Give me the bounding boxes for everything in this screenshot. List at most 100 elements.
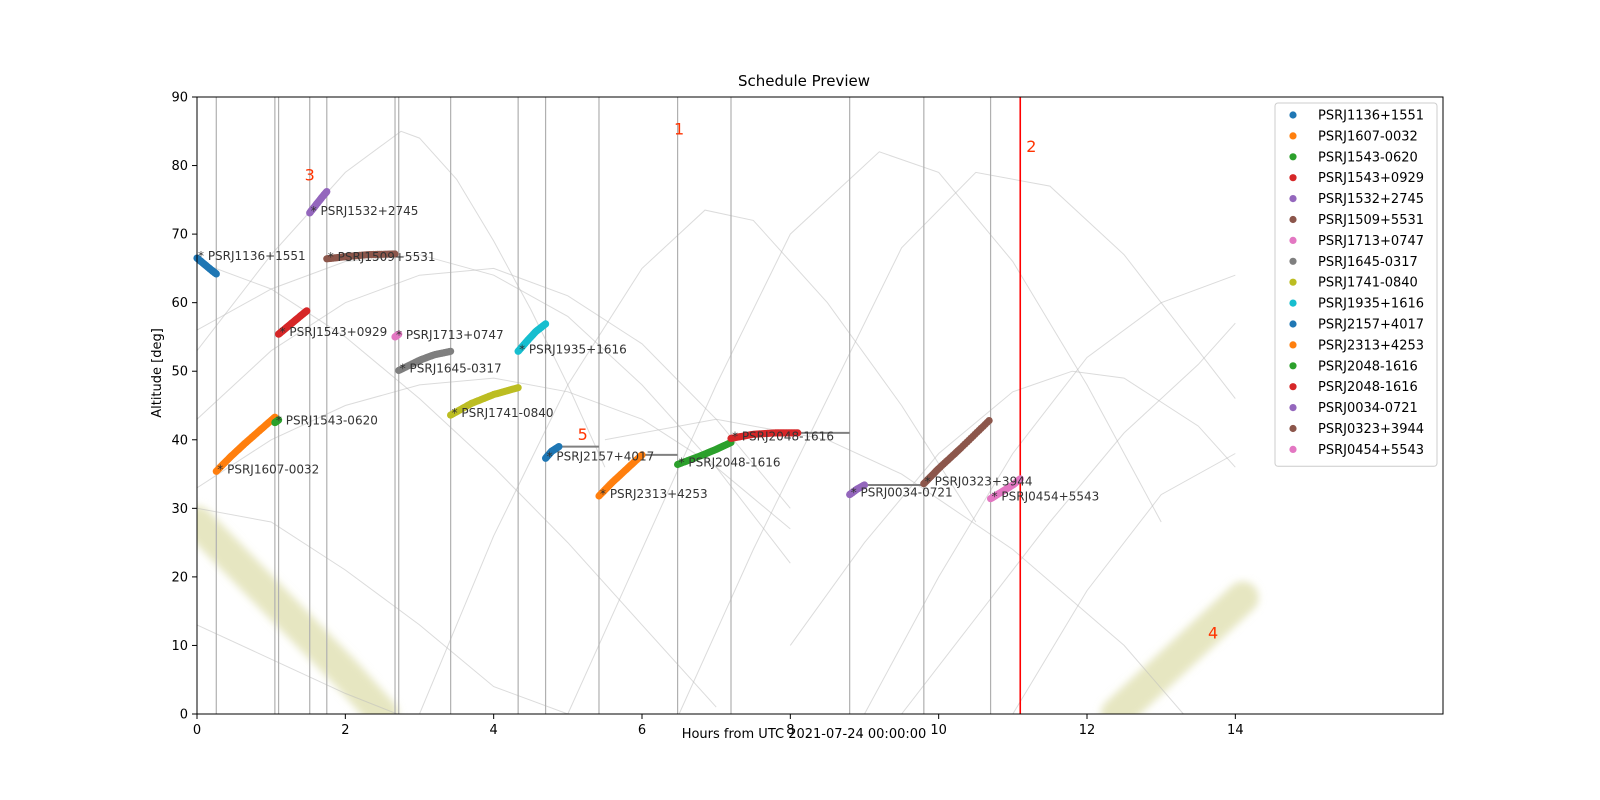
legend: PSRJ1136+1551 PSRJ1607-0032 PSRJ1543-0620 P… <box>1274 102 1438 467</box>
data-point <box>1016 475 1024 483</box>
source-labels-layer: * PSRJ1136+1551 * PSRJ1607-0032 * PSRJ1543… <box>198 204 1099 504</box>
legend-entry: PSRJ2313+4253 <box>1318 338 1424 353</box>
sun-band-0 <box>197 506 399 714</box>
source-label-8: * PSRJ1741-0840 <box>452 406 554 420</box>
legend-marker <box>1289 195 1297 203</box>
source-label-16: * PSRJ0454+5543 <box>992 490 1100 504</box>
legend-entry: PSRJ2048-1616 <box>1318 359 1418 374</box>
data-point <box>323 188 331 196</box>
legend-marker <box>1289 341 1297 349</box>
chart-title: Schedule Preview <box>738 72 870 90</box>
series-PSRJ1509+5531 <box>323 250 399 263</box>
source-label-3: * PSRJ1543+0929 <box>280 325 388 339</box>
legend-marker <box>1289 174 1297 182</box>
legend-entry: PSRJ1543-0620 <box>1318 150 1418 165</box>
data-point <box>638 451 646 459</box>
series-layer <box>193 188 1024 503</box>
y-tick-label: 0 <box>180 708 188 723</box>
data-point <box>794 429 802 437</box>
x-tick-label: 0 <box>193 723 201 738</box>
legend-marker <box>1289 299 1297 307</box>
data-point <box>514 384 522 392</box>
y-tick-label: 80 <box>171 159 188 174</box>
data-point <box>447 347 455 355</box>
legend-marker <box>1289 132 1297 140</box>
legend-entry: PSRJ1509+5531 <box>1318 213 1424 228</box>
series-PSRJ1741-0840 <box>447 384 522 419</box>
legend-entry: PSRJ1741-0840 <box>1318 276 1418 291</box>
legend-marker <box>1289 111 1297 119</box>
legend-marker <box>1289 445 1297 453</box>
series-PSRJ1935+1616 <box>514 320 550 355</box>
series-PSRJ2313+4253 <box>595 451 646 500</box>
x-axis-label: Hours from UTC 2021-07-24 00:00:00 <box>682 727 927 742</box>
legend-box <box>1274 102 1438 467</box>
legend-marker <box>1289 236 1297 244</box>
series-PSRJ0323+3944 <box>920 417 993 488</box>
annotation-3: 3 <box>305 166 315 185</box>
y-axis-label: Altitude [deg] <box>150 328 165 418</box>
legend-entry: PSRJ2157+4017 <box>1318 318 1424 333</box>
y-tick-label: 60 <box>171 296 188 311</box>
data-point <box>275 416 283 424</box>
series-PSRJ1543-0620 <box>271 416 283 427</box>
y-tick-label: 40 <box>171 433 188 448</box>
background-track-8 <box>567 151 1162 714</box>
sun-band-layer <box>197 506 1259 714</box>
x-tick-label: 4 <box>490 723 498 738</box>
legend-entry: PSRJ1713+0747 <box>1318 234 1424 249</box>
x-tick-label: 6 <box>638 723 646 738</box>
legend-entry: PSRJ1543+0929 <box>1318 171 1424 186</box>
legend-marker <box>1289 153 1297 161</box>
legend-entry: PSRJ1532+2745 <box>1318 192 1424 207</box>
series-PSRJ1543+0929 <box>275 307 311 338</box>
series-PSRJ1645-0317 <box>395 347 455 375</box>
y-tick-label: 90 <box>171 91 188 106</box>
series-PSRJ1532+2745 <box>306 188 331 217</box>
x-tick-label: 14 <box>1227 723 1244 738</box>
legend-entry: PSRJ1136+1551 <box>1318 109 1424 124</box>
data-point <box>555 443 563 451</box>
legend-entry: PSRJ2048-1616 <box>1318 380 1418 395</box>
legend-entry: PSRJ0034-0721 <box>1318 401 1418 416</box>
x-tick-label: 12 <box>1079 723 1096 738</box>
wait-segments-layer <box>558 431 924 487</box>
data-point <box>860 481 869 489</box>
legend-marker <box>1289 424 1297 433</box>
annotation-2: 2 <box>1026 137 1036 156</box>
background-track-0 <box>197 130 606 468</box>
data-point <box>985 417 993 425</box>
y-tick-label: 30 <box>171 502 188 517</box>
background-track-2 <box>197 267 791 509</box>
legend-entry: PSRJ0454+5543 <box>1318 443 1424 458</box>
data-point <box>395 330 403 338</box>
background-track-4 <box>197 261 717 708</box>
background-tracks-layer <box>197 130 1236 714</box>
legend-marker <box>1289 320 1297 328</box>
legend-entry: PSRJ0323+3944 <box>1318 422 1424 437</box>
annotations-layer: 1 2 3 4 5 <box>305 120 1219 643</box>
series-PSRJ1607-0032 <box>212 413 279 475</box>
legend-marker <box>1289 257 1297 265</box>
source-label-6: * PSRJ1713+0747 <box>396 328 504 342</box>
source-label-11: * PSRJ2313+4253 <box>600 487 708 501</box>
legend-entry: PSRJ1645-0317 <box>1318 255 1418 270</box>
source-label-14: * PSRJ0034-0721 <box>851 486 953 500</box>
data-point <box>542 320 550 328</box>
source-label-12: * PSRJ2048-1616 <box>679 456 781 470</box>
y-tick-label: 20 <box>171 570 188 585</box>
legend-marker <box>1289 278 1297 286</box>
y-tick-label: 70 <box>171 228 188 243</box>
annotation-5: 5 <box>578 425 588 444</box>
legend-marker <box>1289 383 1297 391</box>
annotation-1: 1 <box>674 120 684 139</box>
data-point <box>212 270 220 278</box>
plot-frame <box>196 96 1444 715</box>
source-label-4: * PSRJ1532+2745 <box>311 204 419 218</box>
legend-entry: PSRJ1935+1616 <box>1318 297 1424 312</box>
legend-entry: PSRJ1607-0032 <box>1318 129 1418 144</box>
x-tick-label: 10 <box>930 723 947 738</box>
source-label-1: * PSRJ1607-0032 <box>217 462 319 476</box>
